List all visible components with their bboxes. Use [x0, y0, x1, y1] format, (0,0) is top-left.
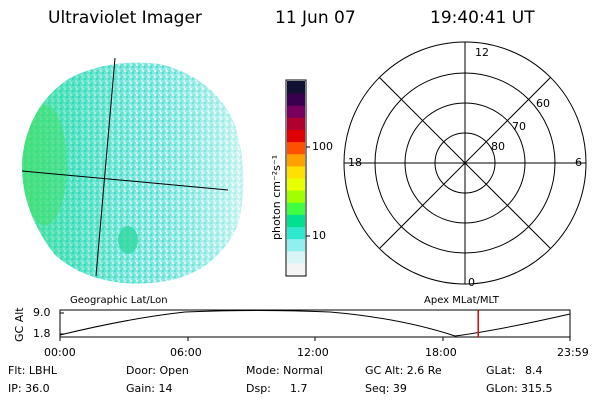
colorbar-swatch [287, 202, 305, 215]
colorbar-swatch [287, 153, 305, 167]
seq-readout: Seq: 39 [365, 382, 407, 395]
dsp-value: 1.7 [290, 382, 308, 395]
colorbar-swatch [287, 105, 305, 118]
uv-image [21, 57, 244, 284]
colorbar-swatch [287, 226, 305, 240]
mlt-label-18: 18 [348, 156, 362, 169]
colorbar-swatch [287, 165, 305, 179]
mode-readout: Mode: Normal [246, 364, 323, 377]
lat-label-80: 80 [491, 140, 505, 153]
glon-value: 315.5 [521, 382, 553, 395]
colorbar-unit-label: photon cm⁻²s⁻¹ [270, 154, 283, 240]
door-readout: Door: Open [126, 364, 189, 377]
colorbar-swatch [287, 117, 305, 131]
date-label: 11 Jun 07 [275, 8, 356, 28]
colorbar-tick-100: 100 [312, 140, 333, 153]
colorbar-swatch [287, 129, 305, 143]
y-tick-9: 9.0 [33, 306, 51, 319]
colorbar-swatch [287, 238, 305, 252]
timeline-plot [59, 309, 571, 341]
colorbar-swatch [287, 262, 305, 276]
colorbar-swatch [287, 250, 305, 264]
colorbar-swatch [287, 141, 305, 155]
color-bar [285, 79, 310, 277]
colorbar-swatch [287, 178, 305, 191]
dsp-label: Dsp: [246, 382, 271, 395]
lat-label-70: 70 [512, 120, 526, 133]
glat-value: 8.4 [525, 364, 543, 377]
colorbar-tick-10: 10 [312, 229, 326, 242]
x-tick-1200: 12:00 [297, 346, 329, 359]
gc-alt-readout: GC Alt: 2.6 Re [365, 364, 442, 377]
ip-readout: IP: 36.0 [8, 382, 50, 395]
filter-readout: Flt: LBHL [8, 364, 57, 377]
instrument-title: Ultraviolet Imager [48, 8, 202, 28]
colorbar-swatch [287, 190, 305, 203]
geographic-lat-lon-label: Geographic Lat/Lon [70, 295, 168, 306]
colorbar-swatch [287, 93, 305, 106]
time-label: 19:40:41 UT [430, 8, 535, 28]
mlt-label-12: 12 [475, 46, 489, 59]
mlt-label-0: 0 [468, 276, 475, 289]
gain-readout: Gain: 14 [126, 382, 173, 395]
lat-label-60: 60 [536, 97, 550, 110]
apex-mlat-mlt-label: Apex MLat/MLT [424, 295, 499, 306]
polar-plot [343, 41, 587, 285]
x-tick-0000: 00:00 [44, 346, 76, 359]
colorbar-swatch [287, 214, 305, 228]
colorbar-swatch [287, 81, 305, 94]
y-tick-1-8: 1.8 [33, 327, 51, 340]
x-tick-1800: 18:00 [425, 346, 457, 359]
mlt-label-6: 6 [575, 156, 582, 169]
x-tick-0600: 06:00 [170, 346, 202, 359]
glat-label: GLat: [486, 364, 516, 377]
glon-label: GLon: [486, 382, 518, 395]
x-tick-2359: 23:59 [557, 346, 589, 359]
gc-alt-axis-title: GC Alt [13, 307, 26, 342]
